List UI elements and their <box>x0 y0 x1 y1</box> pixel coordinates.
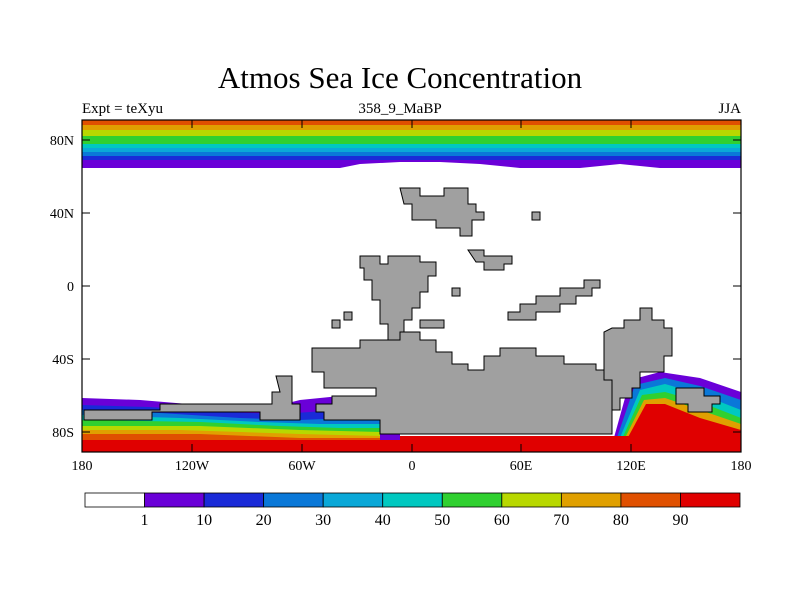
land-africa-south <box>419 319 445 329</box>
experiment-label: Expt = teXyu <box>82 101 163 117</box>
legend-swatch-0 <box>84 492 145 508</box>
y-tick-40n: 40N <box>50 207 74 222</box>
land-small-island-3 <box>331 319 341 329</box>
land-south-east <box>675 387 721 413</box>
legend-swatch-8 <box>560 492 622 508</box>
x-tick-180w: 180 <box>72 459 93 474</box>
legend-label-70: 70 <box>553 512 569 529</box>
x-tick-60e: 60E <box>510 459 533 474</box>
legend-label-1: 1 <box>141 512 149 529</box>
arctic-ice-edge <box>82 162 741 175</box>
land-small-island-1 <box>531 211 541 221</box>
legend-label-40: 40 <box>375 512 391 529</box>
land-antarctic-peninsula <box>83 375 301 421</box>
x-tick-120e: 120E <box>616 459 646 474</box>
legend-swatch-9 <box>620 492 681 508</box>
land-small-island-2 <box>451 287 461 297</box>
x-tick-120w: 120W <box>175 459 210 474</box>
y-tick-80s: 80S <box>52 426 74 441</box>
y-tick-40s: 40S <box>52 353 74 368</box>
legend-swatch-4 <box>322 492 384 508</box>
land-masses <box>83 187 721 435</box>
chart-title: Atmos Sea Ice Concentration <box>217 60 583 95</box>
legend-label-30: 30 <box>315 512 331 529</box>
season-label: JJA <box>718 101 741 117</box>
legend-swatch-2 <box>203 492 265 508</box>
legend-labels: 1 10 20 30 40 50 60 70 80 90 <box>141 512 689 529</box>
x-tick-180e: 180 <box>731 459 752 474</box>
land-small-island-4 <box>343 311 353 321</box>
legend-label-80: 80 <box>613 512 629 529</box>
legend-colorbar <box>84 492 741 508</box>
x-tick-60w: 60W <box>288 459 316 474</box>
y-axis-ticks <box>82 139 741 433</box>
land-antarctica-main <box>311 331 613 435</box>
land-central-asia <box>467 249 513 271</box>
time-period-label: 358_9_MaBP <box>358 101 442 117</box>
legend-swatch-1 <box>144 492 205 508</box>
legend-swatch-3 <box>263 492 324 508</box>
land-north-asia <box>399 187 485 237</box>
legend-label-50: 50 <box>434 512 450 529</box>
y-tick-labels: 80N 40N 0 40S 80S <box>50 134 74 441</box>
land-africa-west <box>359 255 437 341</box>
legend-swatch-10 <box>680 492 741 508</box>
x-axis-ticks <box>81 120 632 452</box>
legend-swatch-7 <box>501 492 562 508</box>
arctic-sea-ice <box>82 120 741 175</box>
legend-label-10: 10 <box>196 512 212 529</box>
x-tick-labels: 180 120W 60W 0 60E 120E 180 <box>72 459 752 474</box>
legend-label-60: 60 <box>494 512 510 529</box>
legend-label-20: 20 <box>256 512 272 529</box>
legend-swatch-6 <box>441 492 503 508</box>
x-tick-0: 0 <box>409 459 416 474</box>
y-tick-80n: 80N <box>50 134 74 149</box>
legend-swatch-5 <box>382 492 443 508</box>
south-band-90-east <box>400 436 741 452</box>
land-east-strip <box>507 279 601 321</box>
legend-label-90: 90 <box>672 512 688 529</box>
y-tick-0: 0 <box>67 280 74 295</box>
